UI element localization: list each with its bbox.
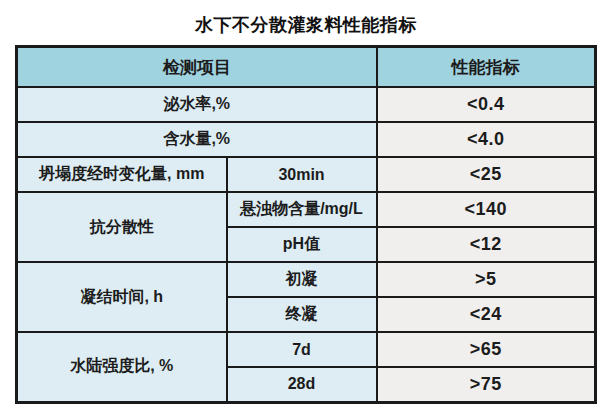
header-cell-value: 性能指标 [377, 47, 596, 88]
value-cell-water-content: <4.0 [377, 122, 596, 157]
subitem-cell-initial-setting: 初凝 [227, 262, 377, 297]
table-row-suspended-solids: 抗分散性 悬浊物含量/mg/L <140 [17, 192, 596, 227]
value-cell-suspended-solids: <140 [377, 192, 596, 227]
value-cell-7d: >65 [377, 332, 596, 367]
table-row-strength-ratio-7d: 水陆强度比, % 7d >65 [17, 332, 596, 367]
item-cell-strength-ratio: 水陆强度比, % [17, 332, 227, 402]
subitem-cell-30min: 30min [227, 157, 377, 192]
subitem-cell-28d: 28d [227, 367, 377, 402]
table-row-slump-change: 坍塌度经时变化量, mm 30min <25 [17, 157, 596, 192]
value-cell-initial-setting: >5 [377, 262, 596, 297]
value-cell-slump-change: <25 [377, 157, 596, 192]
page-title: 水下不分散灌浆料性能指标 [0, 0, 612, 37]
subitem-cell-final-setting: 终凝 [227, 297, 377, 332]
item-cell-anti-dispersion: 抗分散性 [17, 192, 227, 262]
item-cell-water-content: 含水量,% [17, 122, 377, 157]
value-cell-final-setting: <24 [377, 297, 596, 332]
item-cell-bleeding-rate: 泌水率,% [17, 87, 377, 122]
subitem-cell-suspended-solids: 悬浊物含量/mg/L [227, 192, 377, 227]
table-row-initial-setting: 凝结时间, h 初凝 >5 [17, 262, 596, 297]
value-cell-bleeding-rate: <0.4 [377, 87, 596, 122]
subitem-cell-ph: pH值 [227, 227, 377, 262]
subitem-cell-7d: 7d [227, 332, 377, 367]
value-cell-28d: >75 [377, 367, 596, 402]
value-cell-ph: <12 [377, 227, 596, 262]
table-row-bleeding-rate: 泌水率,% <0.4 [17, 87, 596, 122]
page: 水下不分散灌浆料性能指标 检测项目 性能指标 泌水率,% <0.4 含水量,% … [0, 0, 612, 412]
header-cell-item: 检测项目 [17, 47, 377, 88]
table-row-water-content: 含水量,% <4.0 [17, 122, 596, 157]
item-cell-setting-time: 凝结时间, h [17, 262, 227, 332]
table-header-row: 检测项目 性能指标 [17, 47, 596, 88]
performance-table: 检测项目 性能指标 泌水率,% <0.4 含水量,% <4.0 坍塌度经时变化量… [15, 45, 597, 404]
item-cell-slump-change: 坍塌度经时变化量, mm [17, 157, 227, 192]
